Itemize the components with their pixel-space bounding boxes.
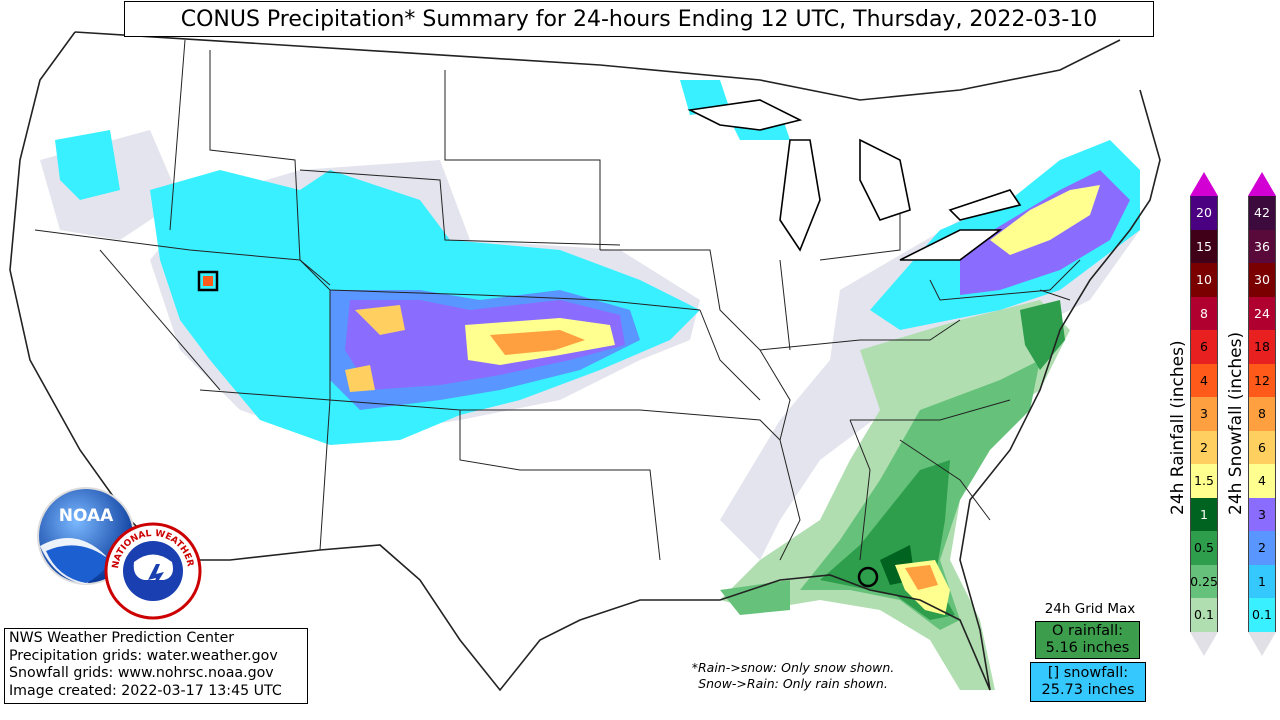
snowfall-colorbar-level: 4	[1248, 464, 1276, 498]
rainfall-colorbar-level: 15	[1190, 229, 1218, 263]
snowfall-colorbar-title: 24h Snowfall (inches)	[1226, 331, 1246, 515]
map-title: CONUS Precipitation* Summary for 24-hour…	[124, 1, 1154, 37]
grid-max-snowfall-label: [] snowfall:	[1047, 665, 1129, 681]
snowfall-colorbar-level: 2	[1248, 531, 1276, 565]
grid-max-label: 24h Grid Max	[1044, 601, 1136, 617]
credit-line: NWS Weather Prediction Center	[9, 630, 235, 646]
rainfall-colorbar-level: 20	[1190, 196, 1218, 230]
snowfall-colorbar-level: 8	[1248, 397, 1276, 431]
grid-max-markers	[197, 270, 879, 588]
snowfall-colorbar-level: 0.1	[1248, 598, 1276, 632]
snowfall-colorbar-level: 3	[1248, 497, 1276, 531]
grid-max-snowfall-value: 25.73 inches	[1041, 682, 1135, 698]
footnote-line: Snow->Rain: Only rain shown.	[698, 676, 888, 691]
grid-max-rainfall-label: O rainfall:	[1051, 623, 1124, 639]
grid-max-rainfall-box: O rainfall: 5.16 inches	[1035, 621, 1140, 659]
snowfall-colorbar-level: 1	[1248, 564, 1276, 598]
rainfall-colorbar-level: 1.5	[1190, 464, 1218, 498]
snowfall-colorbar-level: 12	[1248, 363, 1276, 397]
boundaries	[9, 31, 1161, 692]
rainfall-colorbar-arrow-top	[1190, 172, 1218, 196]
rainfall-colorbar: 20 15 10 8 6 4 3 2 1.5 1 0.5 0.25 0.1	[1190, 172, 1218, 656]
rainfall-colorbar-level: 2	[1190, 430, 1218, 464]
credit-line: Precipitation grids: water.weather.gov	[9, 647, 278, 664]
credit-line: Image created: 2022-03-17 13:45 UTC	[9, 682, 282, 699]
great-lakes	[687, 99, 1022, 261]
rainfall-colorbar-title: 24h Rainfall (inches)	[1168, 340, 1188, 515]
snowfall-colorbar: 42 36 30 24 18 12 8 6 4 3 2 1 0.1	[1248, 172, 1276, 656]
rainfall-colorbar-level: 0.5	[1190, 531, 1218, 565]
rainfall-colorbar-level: 8	[1190, 296, 1218, 330]
grid-max-snowfall-box: [] snowfall: 25.73 inches	[1030, 662, 1146, 702]
rainfall-colorbar-level: 10	[1190, 263, 1218, 297]
rainfall-colorbar-level: 6	[1190, 330, 1218, 364]
rainfall-colorbar-level: 3	[1190, 397, 1218, 431]
snowfall-max-marker	[197, 270, 219, 292]
rainfall-east	[720, 300, 1070, 690]
snowfall-colorbar-level: 18	[1248, 330, 1276, 364]
rainfall-colorbar-level: 1	[1190, 497, 1218, 531]
snowfall-colorbar-level: 6	[1248, 430, 1276, 464]
snowfall-colorbar-level: 30	[1248, 263, 1276, 297]
credits-box: NWS Weather Prediction Center Precipitat…	[4, 628, 308, 704]
credit-line: Snowfall grids: www.nohrsc.noaa.gov	[9, 665, 274, 682]
rainfall-max-marker	[857, 566, 879, 588]
noaa-logo-text: NOAA	[59, 506, 114, 526]
footnote-line: *Rain->snow: Only snow shown.	[691, 660, 895, 675]
snowfall-colorbar-arrow-bottom	[1248, 631, 1276, 656]
snowfall-central	[55, 80, 1140, 445]
snowfall-colorbar-level: 42	[1248, 196, 1276, 230]
rainfall-colorbar-level: 4	[1190, 363, 1218, 397]
footnote: *Rain->snow: Only snow shown. Snow->Rain…	[668, 660, 918, 692]
rainfall-colorbar-level: 0.25	[1190, 564, 1218, 598]
rainfall-colorbar-level: 0.1	[1190, 598, 1218, 632]
rainfall-colorbar-arrow-bottom	[1190, 631, 1218, 656]
snowfall-colorbar-arrow-top	[1248, 172, 1276, 196]
grid-max-rainfall-value: 5.16 inches	[1045, 640, 1130, 656]
nws-logo: NATIONAL WEATHER SERVICE	[104, 522, 202, 620]
snowfall-colorbar-level: 24	[1248, 296, 1276, 330]
snowfall-colorbar-level: 36	[1248, 229, 1276, 263]
